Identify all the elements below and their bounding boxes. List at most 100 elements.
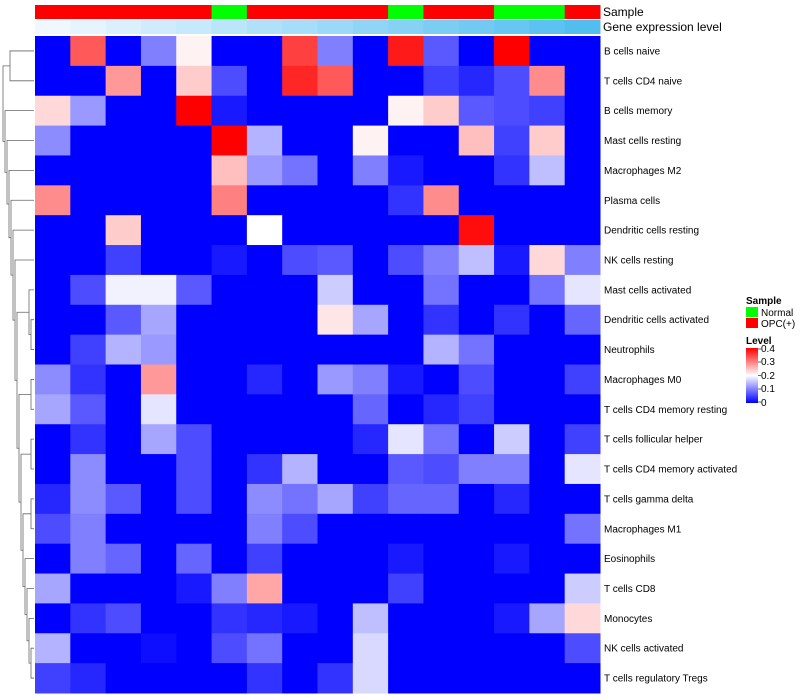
heatmap-cell [176, 573, 213, 604]
heatmap-cell [388, 454, 424, 485]
heatmap-cell [70, 215, 107, 246]
heatmap-cell [246, 483, 283, 515]
heatmap-cell [494, 454, 530, 485]
heatmap-cell [282, 513, 318, 545]
heatmap-cell [105, 155, 142, 186]
heatmap-cell [211, 424, 248, 455]
heatmap-cell [494, 215, 530, 246]
heatmap-cell [176, 304, 213, 336]
heatmap-cell [35, 454, 71, 485]
heatmap-cell [70, 334, 107, 365]
heatmap-cell [564, 274, 601, 306]
heatmap-cell [176, 513, 213, 545]
row-label: T cells CD8 [604, 584, 656, 595]
row-label: Monocytes [604, 614, 652, 625]
sample-annotation-cell [352, 5, 389, 19]
heatmap-cell [211, 663, 248, 694]
heatmap-cell [211, 304, 248, 336]
heatmap-cell [529, 663, 566, 694]
heatmap-cell [282, 483, 318, 515]
heatmap-cell [529, 603, 566, 634]
heatmap-cell [458, 573, 495, 604]
heatmap-cell [564, 65, 601, 97]
heatmap-cell [388, 603, 424, 634]
heatmap-cell [70, 603, 107, 634]
heatmap-cell [388, 304, 424, 336]
heatmap-cell [494, 543, 530, 575]
heatmap-cell [35, 633, 71, 664]
heatmap-cell [282, 36, 318, 67]
gene-level-annotation-cell [211, 20, 248, 34]
heatmap-cell [105, 36, 142, 67]
heatmap-cell [211, 155, 248, 186]
heatmap-cell [246, 304, 283, 336]
heatmap-cell [140, 513, 177, 545]
dendrogram-branch [26, 588, 34, 642]
legend-title-level: Level [746, 336, 772, 347]
heatmap-cell [317, 215, 354, 246]
heatmap-cell [317, 424, 354, 455]
heatmap-cell [494, 185, 530, 216]
heatmap-cell [423, 65, 460, 97]
heatmap-cell [529, 125, 566, 156]
heatmap-cell [458, 95, 495, 127]
heatmap-cell [70, 36, 107, 67]
heatmap-cell [388, 513, 424, 545]
heatmap-cell [458, 633, 495, 664]
heatmap-cell [105, 304, 142, 336]
heatmap-cell [564, 483, 601, 515]
heatmap-cell [317, 394, 354, 425]
heatmap-cell [282, 334, 318, 365]
heatmap-cell [317, 603, 354, 634]
heatmap-cell [352, 633, 389, 664]
heatmap-cell [176, 65, 213, 97]
heatmap-cell [211, 245, 248, 276]
heatmap-cell [423, 36, 460, 67]
heatmap-cell [105, 543, 142, 575]
heatmap-cell [35, 424, 71, 455]
heatmap-cell [388, 245, 424, 276]
heatmap-cell [352, 95, 389, 127]
heatmap-cell [35, 36, 71, 67]
heatmap-cell [246, 155, 283, 186]
heatmap-cell [140, 65, 177, 97]
row-label: NK cells resting [604, 255, 673, 266]
heatmap-cell [423, 543, 460, 575]
heatmap-cell [140, 543, 177, 575]
heatmap-cell [246, 95, 283, 127]
heatmap-cell [176, 125, 213, 156]
heatmap-cell [211, 95, 248, 127]
heatmap-cell [388, 573, 424, 604]
heatmap-cell [529, 245, 566, 276]
heatmap-cell [317, 573, 354, 604]
heatmap-cell [317, 364, 354, 395]
heatmap-cell [70, 245, 107, 276]
heatmap-cell [70, 364, 107, 395]
heatmap-cell [140, 663, 177, 694]
legend-label-opc: OPC(+) [761, 319, 795, 330]
annotation-label-gene-expression: Gene expression level [603, 20, 722, 34]
heatmap-cell [458, 245, 495, 276]
heatmap-cell [35, 364, 71, 395]
heatmap-cell [176, 603, 213, 634]
heatmap-cell [458, 125, 495, 156]
heatmap-cell [211, 364, 248, 395]
heatmap-cell [317, 245, 354, 276]
heatmap-cell [282, 454, 318, 485]
heatmap-cell [176, 633, 213, 664]
heatmap-cell [70, 95, 107, 127]
heatmap-cell [70, 513, 107, 545]
row-label: Macrophages M1 [604, 524, 682, 535]
row-label: Plasma cells [604, 196, 660, 207]
heatmap-cell [70, 633, 107, 664]
heatmap-cell [105, 394, 142, 425]
heatmap-cell [35, 155, 71, 186]
heatmap-cell [246, 215, 283, 246]
heatmap-cell [140, 573, 177, 604]
legend-tick-0-1: 0.1 [761, 384, 775, 395]
heatmap-cell [388, 633, 424, 664]
heatmap-cell [70, 394, 107, 425]
heatmap-cell [176, 334, 213, 365]
heatmap-cell [317, 125, 354, 156]
heatmap-cell [494, 513, 530, 545]
